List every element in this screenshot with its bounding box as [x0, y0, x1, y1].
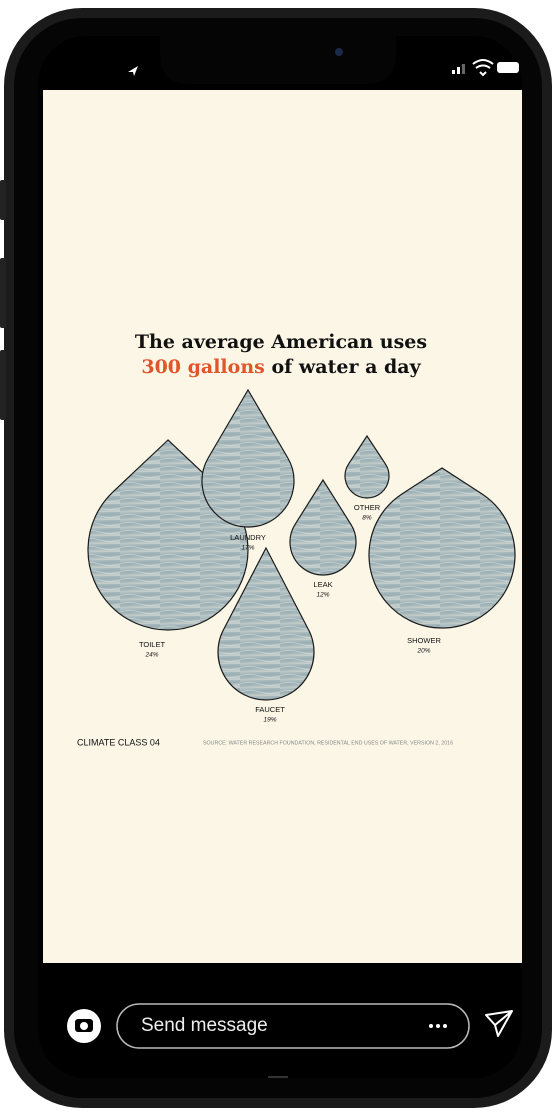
drop-label: LEAK — [313, 580, 332, 589]
drop — [344, 434, 390, 499]
side-button — [0, 350, 6, 420]
drop-value: 20% — [416, 648, 430, 655]
signal-icon — [457, 67, 460, 74]
drop-label: SHOWER — [407, 636, 441, 645]
notch — [160, 36, 396, 84]
more-dot[interactable] — [443, 1024, 447, 1028]
more-dot[interactable] — [436, 1024, 440, 1028]
title-line: 300 gallons of water a day — [141, 356, 421, 378]
drop-label: TOILET — [139, 640, 166, 649]
signal-icon — [462, 64, 465, 74]
drop — [201, 388, 295, 528]
location-icon — [128, 66, 138, 76]
drop-value: 19% — [263, 717, 276, 724]
drop-value: 8% — [362, 515, 372, 522]
wifi-icon — [472, 59, 494, 77]
footer-left: CLIMATE CLASS 04 — [77, 737, 160, 747]
camera-glyph — [80, 1022, 88, 1030]
battery-icon — [497, 62, 519, 73]
message-placeholder: Send message — [141, 1015, 268, 1036]
drop — [217, 546, 315, 701]
title-rest: of water a day — [271, 356, 421, 378]
drop — [368, 467, 516, 629]
signal-icon — [452, 70, 455, 74]
send-button[interactable] — [485, 1010, 513, 1037]
drop-label: LAUNDRY — [230, 533, 266, 542]
side-button — [0, 180, 6, 220]
more-dot[interactable] — [429, 1024, 433, 1028]
drop — [289, 478, 357, 576]
drop-value: 12% — [316, 592, 329, 599]
drop-value: 24% — [144, 652, 158, 659]
title-line: The average American uses — [135, 331, 427, 353]
side-button — [0, 258, 6, 328]
camera — [335, 48, 343, 56]
source: SOURCE: WATER RESEARCH FOUNDATION, RESID… — [203, 740, 453, 746]
drop-value: 17% — [241, 545, 254, 552]
home-indicator — [268, 1076, 288, 1078]
drop-label: OTHER — [354, 503, 381, 512]
drops: TOILET 24% LAUNDRY 17% LEAK 12% OTHER 8% SHOWER 2… — [87, 388, 516, 724]
message-input[interactable] — [116, 1003, 470, 1049]
title-highlight: 300 gallons — [141, 356, 265, 378]
drop-label: FAUCET — [255, 705, 285, 714]
